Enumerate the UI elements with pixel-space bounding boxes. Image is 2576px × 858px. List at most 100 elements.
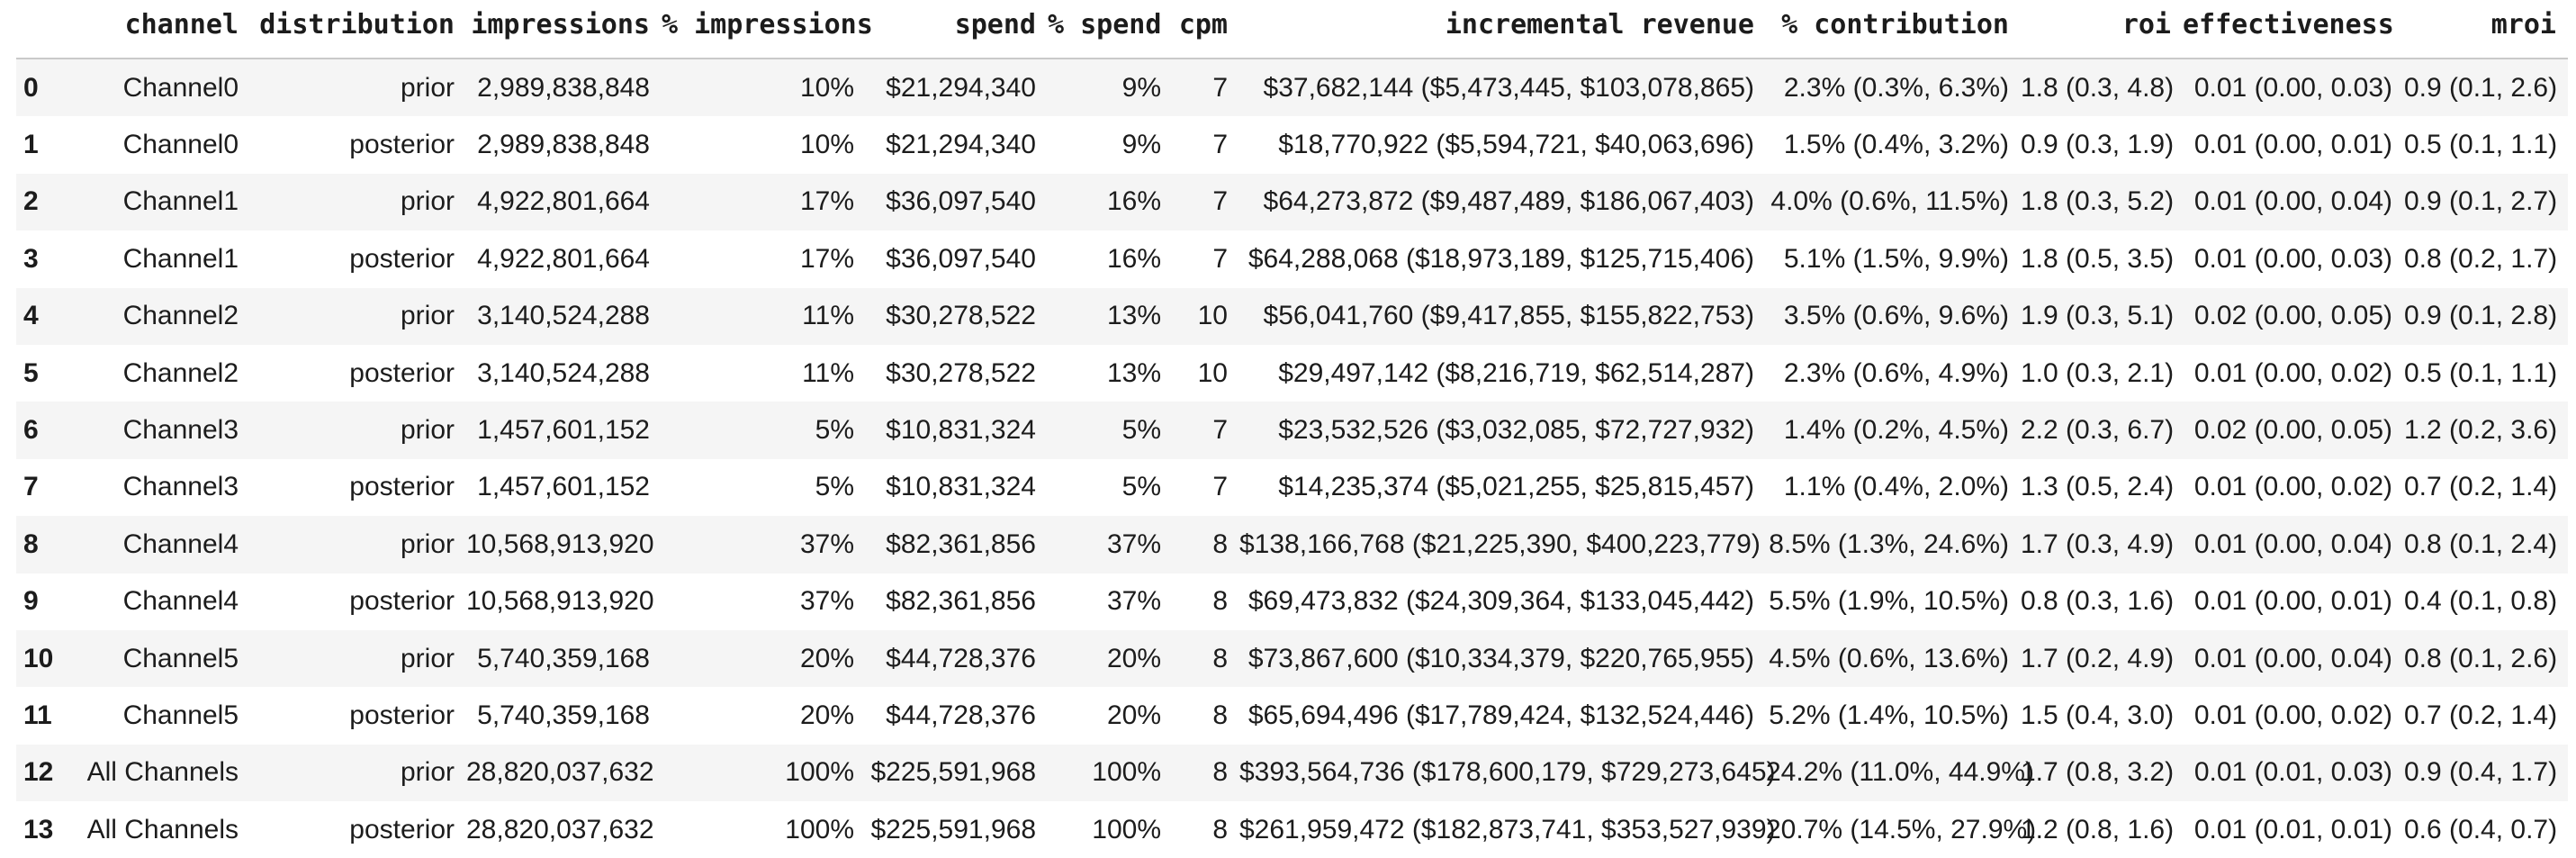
cell-incremental_revenue: $73,867,600 ($10,334,379, $220,765,955) (1247, 643, 1754, 673)
cell-distribution: posterior (349, 472, 455, 502)
cell-pct_contribution: 1.5% (0.4%, 3.2%) (1783, 130, 2009, 160)
column-header-incremental_revenue: incremental revenue (1239, 0, 1766, 59)
cell-roi: 1.7 (0.8, 3.2) (2021, 757, 2175, 788)
cell-distribution: posterior (349, 357, 455, 388)
cell-distribution: prior (400, 757, 455, 788)
cell-effectiveness: 0.01 (0.00, 0.02) (2193, 700, 2392, 730)
cell-cpm: 8 (1212, 586, 1228, 617)
column-header-pct_contribution: % contribution (1766, 0, 2021, 59)
cell-channel: Channel0 (122, 72, 239, 103)
cell-pct_impressions: 100% (785, 814, 854, 844)
cell-spend: $21,294,340 (886, 72, 1036, 103)
cell-channel: Channel3 (122, 415, 239, 446)
cell-pct_impressions: 20% (799, 700, 854, 730)
cell-pct_contribution: 5.1% (1.5%, 9.9%) (1783, 243, 2009, 274)
row-index: 5 (23, 357, 39, 388)
cell-effectiveness: 0.01 (0.00, 0.02) (2193, 357, 2392, 388)
cell-pct_spend: 20% (1106, 643, 1161, 673)
cell-effectiveness: 0.02 (0.00, 0.05) (2193, 415, 2392, 446)
column-header-effectiveness: effectiveness (2183, 0, 2404, 59)
cell-spend: $82,361,856 (886, 586, 1036, 617)
cell-pct_spend: 9% (1121, 72, 1161, 103)
row-index: 12 (23, 757, 54, 788)
cell-cpm: 8 (1212, 528, 1228, 559)
row-index: 1 (23, 130, 39, 160)
cell-pct_contribution: 2.3% (0.3%, 6.3%) (1783, 72, 2009, 103)
cell-mroi: 0.6 (0.4, 0.7) (2404, 814, 2558, 844)
table-row: 7 Channel3 posterior 1,457,601,152 5% $10,831… (16, 458, 2568, 517)
cell-incremental_revenue: $18,770,922 ($5,594,721, $40,063,696) (1278, 130, 1754, 160)
cell-pct_contribution: 3.5% (0.6%, 9.6%) (1783, 301, 2009, 331)
cell-cpm: 8 (1212, 814, 1228, 844)
row-index: 0 (23, 72, 39, 103)
cell-incremental_revenue: $65,694,496 ($17,789,424, $132,524,446) (1247, 700, 1754, 730)
cell-cpm: 7 (1212, 72, 1228, 103)
cell-incremental_revenue: $64,288,068 ($18,973,189, $125,715,406) (1247, 243, 1754, 274)
cell-cpm: 10 (1197, 301, 1228, 331)
cell-impressions: 3,140,524,288 (477, 357, 650, 388)
cell-spend: $225,591,968 (870, 757, 1036, 788)
cell-roi: 1.9 (0.3, 5.1) (2021, 301, 2175, 331)
cell-roi: 1.8 (0.3, 4.8) (2021, 72, 2175, 103)
column-header-mroi: mroi (2404, 0, 2568, 59)
cell-distribution: posterior (349, 586, 455, 617)
cell-channel: Channel5 (122, 643, 239, 673)
cell-pct_contribution: 24.2% (11.0%, 44.9%) (1766, 757, 2034, 788)
row-index: 4 (23, 301, 39, 331)
column-header-impressions: impressions (466, 0, 662, 59)
cell-spend: $30,278,522 (886, 301, 1036, 331)
cell-pct_impressions: 11% (802, 301, 854, 331)
cell-incremental_revenue: $261,959,472 ($182,873,741, $353,527,939… (1239, 814, 1776, 844)
cell-impressions: 10,568,913,920 (466, 586, 654, 617)
column-header-channel: channel (72, 0, 250, 59)
cell-impressions: 4,922,801,664 (477, 186, 650, 217)
table-row: 5 Channel2 posterior 3,140,524,288 11% $30,27… (16, 344, 2568, 402)
cell-impressions: 28,820,037,632 (466, 757, 654, 788)
cell-roi: 1.8 (0.5, 3.5) (2021, 243, 2175, 274)
cell-incremental_revenue: $37,682,144 ($5,473,445, $103,078,865) (1263, 72, 1754, 103)
row-index: 11 (23, 700, 52, 730)
cell-channel: Channel2 (122, 357, 239, 388)
cell-cpm: 7 (1212, 130, 1228, 160)
cell-impressions: 3,140,524,288 (477, 301, 650, 331)
row-index: 10 (23, 643, 54, 673)
cell-pct_spend: 5% (1121, 415, 1161, 446)
cell-spend: $21,294,340 (886, 130, 1036, 160)
cell-impressions: 4,922,801,664 (477, 243, 650, 274)
cell-pct_impressions: 37% (799, 586, 854, 617)
cell-incremental_revenue: $64,273,872 ($9,487,489, $186,067,403) (1263, 186, 1754, 217)
cell-pct_spend: 9% (1121, 130, 1161, 160)
cell-spend: $10,831,324 (886, 472, 1036, 502)
cell-mroi: 0.9 (0.4, 1.7) (2404, 757, 2558, 788)
cell-cpm: 7 (1212, 415, 1228, 446)
cell-cpm: 7 (1212, 472, 1228, 502)
column-header-cpm: cpm (1173, 0, 1239, 59)
cell-spend: $225,591,968 (870, 814, 1036, 844)
cell-impressions: 28,820,037,632 (466, 814, 654, 844)
table-row: 10 Channel5 prior 5,740,359,168 20% $44,728,3… (16, 629, 2568, 688)
cell-mroi: 0.7 (0.2, 1.4) (2404, 700, 2558, 730)
cell-effectiveness: 0.02 (0.00, 0.05) (2193, 301, 2392, 331)
cell-effectiveness: 0.01 (0.01, 0.01) (2193, 814, 2392, 844)
row-index: 2 (23, 186, 39, 217)
cell-incremental_revenue: $14,235,374 ($5,021,255, $25,815,457) (1278, 472, 1754, 502)
table-row: 3 Channel1 posterior 4,922,801,664 17% $36,09… (16, 230, 2568, 288)
cell-cpm: 8 (1212, 700, 1228, 730)
cell-channel: Channel4 (122, 528, 239, 559)
cell-pct_spend: 100% (1092, 814, 1161, 844)
cell-spend: $10,831,324 (886, 415, 1036, 446)
cell-pct_impressions: 10% (799, 72, 854, 103)
cell-cpm: 8 (1212, 643, 1228, 673)
cell-pct_spend: 20% (1106, 700, 1161, 730)
cell-channel: Channel5 (122, 700, 239, 730)
table-row: 6 Channel3 prior 1,457,601,152 5% $10,831,324… (16, 402, 2568, 459)
cell-pct_contribution: 20.7% (14.5%, 27.9%) (1766, 814, 2037, 844)
cell-mroi: 0.7 (0.2, 1.4) (2404, 472, 2558, 502)
cell-mroi: 0.9 (0.1, 2.7) (2404, 186, 2558, 217)
cell-channel: Channel0 (122, 130, 239, 160)
cell-incremental_revenue: $138,166,768 ($21,225,390, $400,223,779) (1239, 528, 1761, 559)
table-row: 9 Channel4 posterior 10,568,913,920 37% $82,3… (16, 573, 2568, 630)
cell-pct_contribution: 4.5% (0.6%, 13.6%) (1769, 643, 2009, 673)
column-header-index (16, 0, 72, 59)
cell-impressions: 1,457,601,152 (477, 472, 650, 502)
